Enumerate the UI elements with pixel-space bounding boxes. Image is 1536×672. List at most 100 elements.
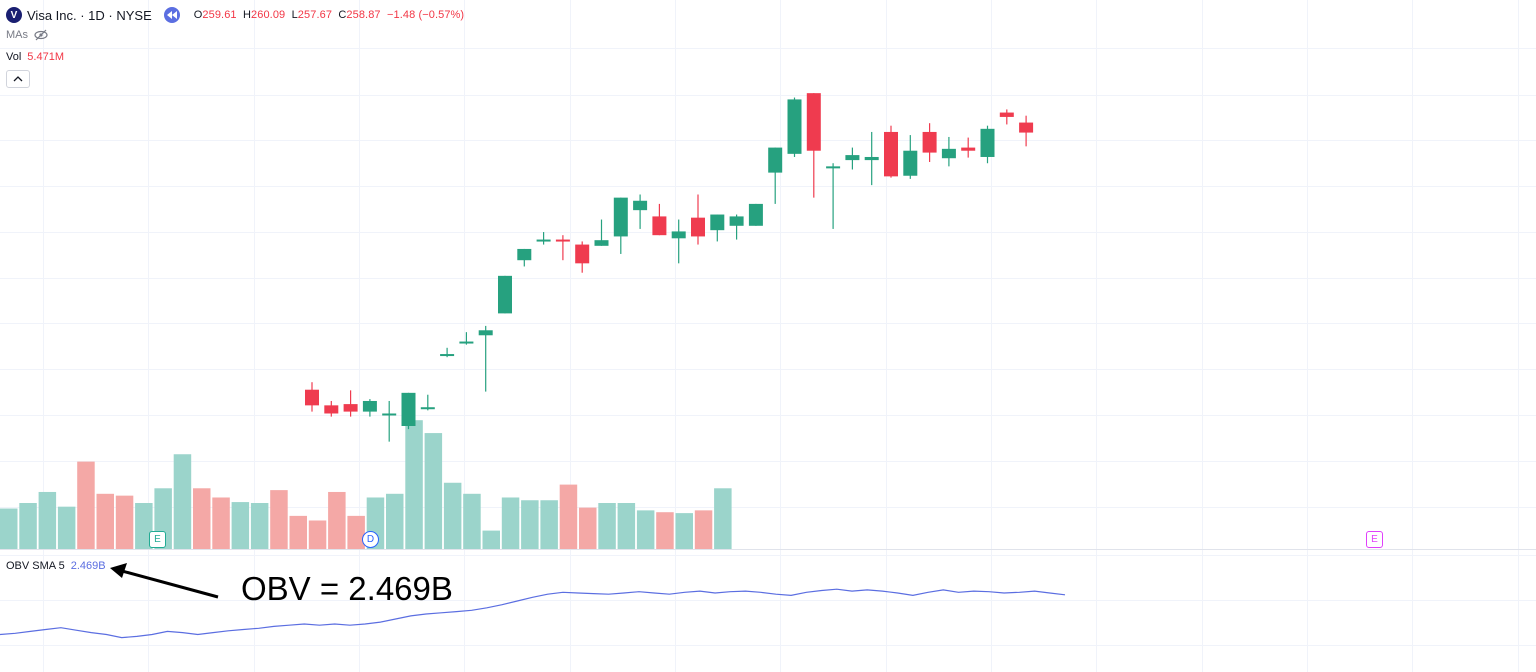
volume-bar: [540, 500, 558, 549]
candle-body: [787, 99, 802, 154]
volume-bar: [212, 497, 230, 549]
upcoming-earnings-event-icon[interactable]: E: [1366, 531, 1383, 548]
volume-bar: [115, 495, 134, 549]
candle-body: [826, 166, 841, 169]
candle-body: [922, 131, 937, 153]
candle-body: [884, 131, 898, 177]
ohlc-values: O259.61 H260.09 L257.67 C258.87 −1.48 (−…: [193, 9, 465, 21]
volume-bar: [135, 503, 153, 549]
candle-body: [440, 354, 455, 357]
candle-body: [1019, 122, 1034, 133]
candle-body: [768, 147, 783, 173]
volume-value: 5.471M: [27, 51, 64, 63]
candle-body: [555, 239, 570, 242]
volume-bar: [77, 461, 95, 549]
candle-body: [729, 216, 744, 226]
candle-body: [633, 200, 648, 211]
obv-legend: OBV SMA 5 2.469B: [6, 560, 106, 572]
symbol-header: V Visa Inc. · 1D · NYSE O259.61 H260.09 …: [6, 7, 464, 23]
volume-bar: [424, 433, 443, 549]
volume-bar: [19, 503, 37, 549]
candle-body: [806, 93, 821, 151]
dividend-event-icon[interactable]: D: [362, 531, 379, 548]
volume-bar: [270, 490, 288, 549]
volume-bar: [231, 502, 250, 549]
volume-bar: [38, 491, 57, 549]
obv-label[interactable]: OBV SMA 5: [6, 560, 65, 572]
candle-body: [594, 240, 609, 246]
volume-bar: [308, 520, 327, 549]
annotation-arrow: [110, 563, 219, 599]
volume-bar: [694, 510, 713, 549]
candle-body: [382, 413, 397, 416]
candle-body: [845, 155, 860, 161]
visa-logo-icon[interactable]: V: [6, 7, 22, 23]
obv-line: [0, 588, 1066, 639]
volume-bar: [386, 493, 404, 549]
candles: [305, 93, 1034, 442]
volume-bar: [617, 503, 636, 549]
candle-body: [343, 404, 358, 412]
replay-icon[interactable]: [163, 7, 180, 23]
candle-body: [517, 248, 532, 261]
earnings-event-icon[interactable]: E: [149, 531, 166, 548]
volume-bar: [173, 454, 192, 549]
candle-body: [362, 400, 377, 412]
candle-body: [459, 341, 474, 344]
volume-bar: [521, 500, 539, 549]
candle-body: [903, 150, 918, 176]
volume-bar: [501, 497, 520, 549]
volume-bar: [463, 493, 481, 549]
volume-bar: [193, 488, 211, 549]
candle-body: [613, 197, 628, 237]
volume-bar: [559, 484, 578, 549]
candle-body: [401, 392, 416, 426]
obv-annotation: OBV = 2.469B: [241, 570, 453, 607]
candle-body: [710, 214, 725, 231]
volume-bar: [405, 420, 423, 549]
candle-body: [691, 217, 705, 237]
candle-body: [575, 244, 590, 264]
obv-value: 2.469B: [70, 560, 106, 572]
volume-bar: [579, 507, 597, 549]
volume-bar: [482, 530, 500, 549]
volume-bar: [347, 515, 365, 549]
candle-body: [420, 407, 435, 410]
symbol-title[interactable]: Visa Inc. · 1D · NYSE: [27, 7, 152, 23]
candle-body: [999, 112, 1014, 117]
change-value: −1.48 (−0.57%): [386, 9, 465, 21]
candle-body: [478, 330, 493, 336]
candle-body: [980, 128, 995, 157]
candle-body: [536, 239, 551, 242]
volume-bar: [636, 510, 655, 549]
volume-bar: [328, 491, 346, 549]
eye-hidden-icon[interactable]: [34, 29, 48, 41]
volume-bar: [0, 508, 18, 549]
volume-bar: [57, 506, 76, 549]
candle-body: [305, 389, 319, 406]
candle-body: [941, 148, 956, 159]
volume-legend: Vol 5.471M: [6, 51, 64, 63]
candle-body: [498, 275, 512, 314]
candle-body: [864, 156, 879, 161]
volume-bar: [598, 503, 616, 549]
volume-bar: [714, 488, 732, 549]
candle-body: [671, 231, 686, 239]
candle-body: [961, 147, 976, 151]
mas-row: MAs: [6, 29, 48, 41]
candle-body: [324, 405, 339, 414]
volume-bar: [656, 512, 674, 549]
volume-bar: [250, 503, 269, 549]
volume-bar: [289, 515, 307, 549]
mas-label[interactable]: MAs: [6, 29, 28, 41]
volume-bar: [675, 513, 693, 549]
volume-label[interactable]: Vol: [6, 51, 22, 63]
candle-body: [652, 216, 667, 236]
collapse-legend-button[interactable]: [6, 70, 30, 88]
chevron-up-icon: [13, 76, 23, 82]
volume-bars: [0, 420, 732, 549]
volume-bar: [96, 493, 114, 549]
volume-bar: [443, 482, 462, 549]
